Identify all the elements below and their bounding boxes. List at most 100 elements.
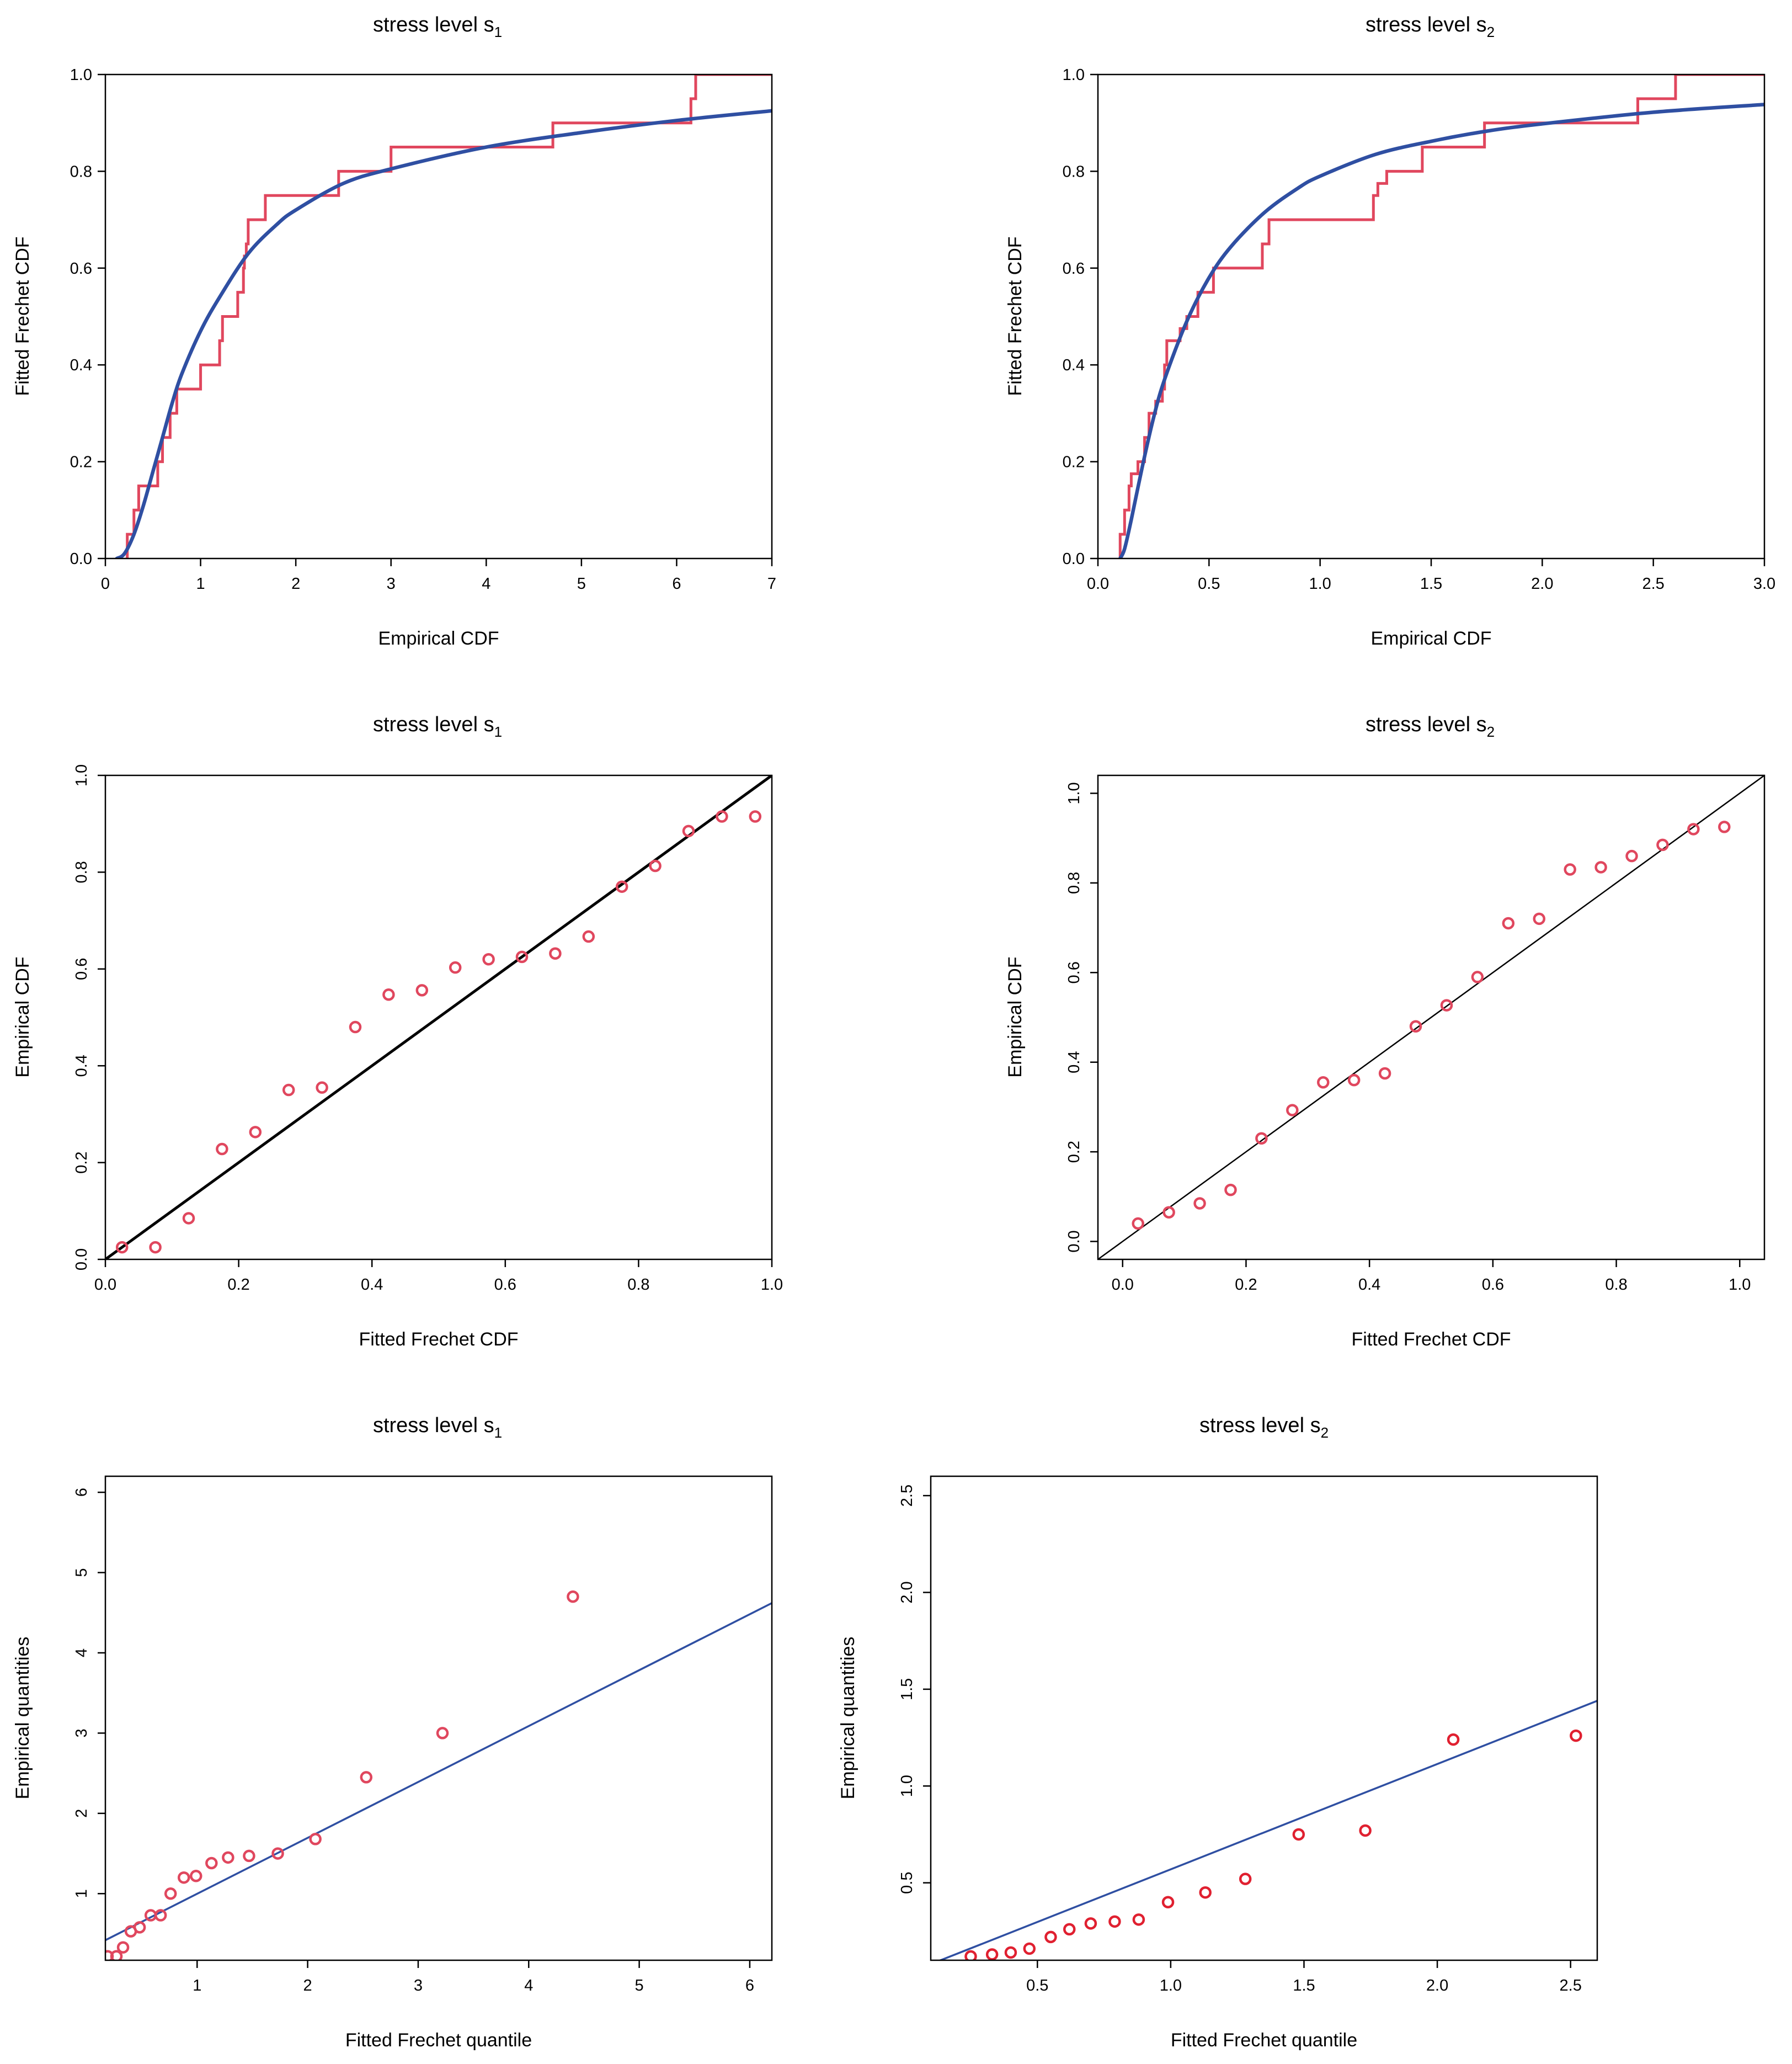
y-tick-label: 1.5 [898, 1678, 916, 1700]
empirical-step-line [1118, 75, 1764, 558]
panel-title-subscript: 2 [1321, 1424, 1329, 1441]
data-point [1255, 1132, 1268, 1145]
data-point [1656, 838, 1669, 852]
data-point [1347, 1073, 1361, 1087]
data-point [382, 988, 395, 1001]
x-tick-label: 0.4 [361, 1276, 383, 1294]
x-axis-label: Fitted Frechet CDF [1351, 1329, 1511, 1350]
x-tick-label: 7 [767, 575, 776, 593]
panel-title: stress level s1 [373, 13, 502, 40]
y-tick-label: 0.0 [1065, 1230, 1083, 1252]
data-point [1359, 1824, 1372, 1837]
data-point [549, 947, 562, 960]
panel-title-subscript: 1 [494, 724, 502, 740]
y-tick-label: 0.6 [70, 260, 92, 278]
x-tick-label: 2 [291, 575, 300, 593]
panel-title-prefix: stress level s [373, 13, 494, 36]
data-point [1502, 917, 1515, 930]
y-axis-label: Empirical quantities [12, 1637, 33, 1800]
y-tick-label: 0.6 [1065, 961, 1083, 983]
panel-title-subscript: 1 [494, 1424, 502, 1441]
panel-title-subscript: 2 [1487, 24, 1495, 40]
data-point [1132, 1913, 1145, 1926]
ticks-layer: 0.0 0.5 1.0 1.5 2.0 2.5 3.0 0.0 0.2 0.4 0.6 0.8 1.0 [1063, 66, 1775, 593]
reference-line [938, 1700, 1597, 1960]
ticks-layer: 0.5 1.0 1.5 2.0 2.5 0.5 1.0 1.5 2.0 2.5 [898, 1485, 1582, 1994]
x-tick-label: 0.2 [227, 1276, 249, 1294]
y-tick-label: 2 [73, 1809, 90, 1818]
data-point [415, 984, 429, 997]
x-tick-label: 6 [672, 575, 681, 593]
data-point [1718, 821, 1731, 833]
data-point [1533, 912, 1545, 925]
x-axis-label: Fitted Frechet quantile [1171, 2030, 1357, 2051]
data-point [436, 1727, 449, 1739]
x-tick-label: 0.0 [94, 1276, 116, 1294]
data-point [1625, 849, 1638, 863]
data-layer [105, 1590, 772, 1960]
x-tick-label: 1.5 [1420, 575, 1442, 593]
reference-line [105, 1602, 772, 1941]
y-tick-label: 0.4 [1063, 357, 1085, 374]
x-tick-label: 0.8 [1605, 1276, 1627, 1294]
reference-line [1098, 775, 1764, 1259]
data-point [271, 1847, 284, 1860]
y-tick-label: 0.0 [73, 1248, 90, 1270]
data-point [282, 1083, 295, 1097]
data-point [190, 1870, 202, 1882]
panel-title-prefix: stress level s [1366, 13, 1487, 36]
x-axis-label: Fitted Frechet quantile [345, 2030, 532, 2051]
ticks-layer: 1 2 3 4 5 6 1 2 3 4 5 6 [73, 1488, 754, 1994]
panel-pp-s2: stress level s2 0.0 0.2 0.4 0.6 0.8 1.0 0.0 0.2… [1005, 713, 1766, 1350]
data-point [615, 880, 628, 893]
x-tick-label: 0.4 [1358, 1276, 1380, 1294]
x-axis-label: Empirical CDF [1370, 628, 1491, 649]
y-tick-label: 0.8 [70, 163, 92, 180]
data-point [222, 1851, 234, 1864]
x-tick-label: 5 [635, 1977, 644, 1994]
data-point [154, 1909, 167, 1922]
panel-title-subscript: 1 [494, 24, 502, 40]
x-tick-label: 2.5 [1642, 575, 1665, 593]
data-point [449, 961, 462, 974]
x-tick-label: 0.8 [627, 1276, 649, 1294]
x-tick-label: 0.5 [1026, 1977, 1048, 1994]
panel-title-prefix: stress level s [373, 713, 494, 736]
x-tick-label: 2.0 [1426, 1977, 1448, 1994]
data-point [110, 1950, 123, 1960]
x-tick-label: 3 [414, 1977, 423, 1994]
panel-title: stress level s1 [373, 713, 502, 740]
data-point [164, 1887, 177, 1900]
y-axis-label: Empirical CDF [1005, 956, 1026, 1077]
data-point [1292, 1828, 1305, 1841]
data-point [1594, 861, 1607, 874]
data-point [205, 1856, 218, 1870]
x-tick-label: 0.2 [1235, 1276, 1257, 1294]
y-tick-label: 0.6 [1063, 260, 1085, 278]
data-point [1687, 823, 1700, 836]
data-layer [105, 775, 772, 1259]
data-point [515, 950, 529, 964]
data-point [1162, 1206, 1175, 1219]
data-point [1570, 1729, 1582, 1742]
panel-title-subscript: 2 [1487, 724, 1495, 740]
data-point [115, 1241, 129, 1254]
data-point [349, 1020, 362, 1034]
data-layer [1118, 75, 1764, 558]
x-tick-label: 0.5 [1198, 575, 1220, 593]
data-point [149, 1241, 162, 1254]
y-tick-label: 0.6 [73, 958, 90, 980]
data-point [182, 1212, 195, 1225]
y-tick-label: 1.0 [898, 1775, 916, 1797]
data-point [582, 930, 595, 943]
x-axis-label: Fitted Frechet CDF [359, 1329, 518, 1350]
y-tick-label: 3 [73, 1728, 90, 1737]
data-point [1239, 1873, 1252, 1885]
data-point [1564, 863, 1576, 876]
data-point [749, 810, 762, 823]
data-point [360, 1771, 373, 1784]
x-tick-label: 5 [577, 575, 586, 593]
data-layer [1098, 775, 1764, 1259]
panel-title: stress level s2 [1199, 1414, 1329, 1441]
x-tick-label: 1.5 [1293, 1977, 1315, 1994]
